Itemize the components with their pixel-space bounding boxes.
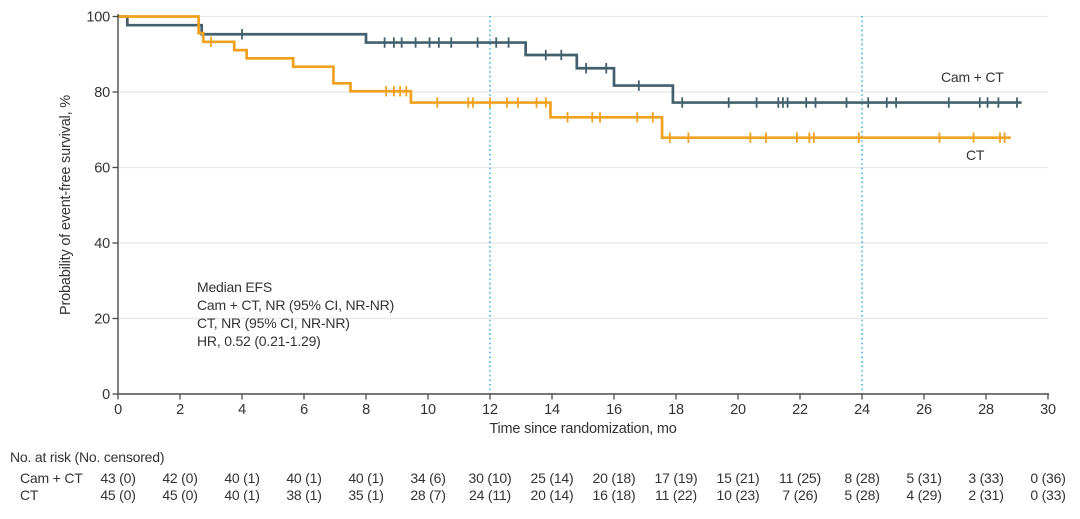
annotation-line-hr: HR, 0.52 (0.21-1.29) (197, 333, 321, 349)
series-label-ct: CT (966, 147, 985, 163)
median-efs-annotation: Median EFS Cam + CT, NR (95% CI, NR-NR) … (197, 278, 394, 350)
risk-row-label-cam-ct: Cam + CT (20, 470, 83, 486)
risk-row-label-ct: CT (20, 487, 39, 503)
risk-cell: 8 (28) (844, 470, 880, 486)
risk-cell: 10 (23) (716, 487, 760, 503)
x-tick-label: 26 (916, 402, 932, 418)
risk-cell: 38 (1) (286, 487, 322, 503)
risk-cell: 34 (6) (410, 470, 446, 486)
risk-cell: 0 (33) (1030, 487, 1066, 503)
risk-cell: 30 (10) (468, 470, 512, 486)
risk-cell: 40 (1) (224, 487, 260, 503)
x-tick-label: 2 (176, 402, 184, 418)
risk-cell: 0 (36) (1030, 470, 1066, 486)
x-tick-label: 10 (420, 402, 436, 418)
risk-cell: 35 (1) (348, 487, 384, 503)
series-curve-cam-ct (118, 15, 1022, 104)
y-tick-label: 40 (94, 236, 110, 252)
risk-cell: 2 (31) (968, 487, 1004, 503)
x-tick-label: 6 (300, 402, 308, 418)
x-tick-label: 12 (482, 402, 498, 418)
y-tick-label: 100 (86, 10, 110, 26)
risk-cell: 45 (0) (162, 487, 198, 503)
x-tick-label: 8 (362, 402, 370, 418)
series-label-cam-ct: Cam + CT (941, 69, 1004, 85)
y-tick-label: 0 (102, 387, 110, 403)
risk-cell: 45 (0) (100, 487, 136, 503)
risk-cell: 40 (1) (286, 470, 322, 486)
risk-cell: 3 (33) (968, 470, 1004, 486)
risk-cell: 24 (11) (469, 487, 511, 503)
y-tick-label: 80 (94, 85, 110, 101)
risk-cell: 20 (14) (530, 487, 574, 503)
x-tick-label: 16 (606, 402, 622, 418)
risk-cell: 42 (0) (162, 470, 198, 486)
x-tick-label: 4 (238, 402, 246, 418)
y-axis-title: Probability of event-free survival, % (58, 95, 74, 315)
risk-cell: 40 (1) (224, 470, 260, 486)
x-tick-label: 0 (114, 402, 122, 418)
risk-cell: 40 (1) (348, 470, 384, 486)
x-tick-label: 18 (668, 402, 684, 418)
risk-cell: 43 (0) (100, 470, 136, 486)
x-tick-label: 20 (730, 402, 746, 418)
risk-cell: 28 (7) (410, 487, 446, 503)
series-curve-ct (118, 15, 1011, 140)
risk-cell: 11 (25) (779, 470, 821, 486)
risk-table-header: No. at risk (No. censored) (10, 449, 165, 465)
risk-cell: 11 (22) (655, 487, 697, 503)
risk-cell: 4 (29) (906, 487, 942, 503)
risk-cell: 25 (14) (530, 470, 574, 486)
x-tick-label: 24 (854, 402, 870, 418)
annotation-line-ct: CT, NR (95% CI, NR-NR) (197, 315, 350, 331)
x-axis-title: Time since randomization, mo (489, 421, 677, 437)
y-tick-label: 20 (94, 312, 110, 328)
x-tick-label: 30 (1040, 402, 1056, 418)
x-tick-label: 28 (978, 402, 994, 418)
risk-cell: 5 (31) (906, 470, 942, 486)
risk-cell: 7 (26) (782, 487, 818, 503)
y-tick-label: 60 (94, 161, 110, 177)
risk-cell: 5 (28) (844, 487, 880, 503)
annotation-line-cam-ct: Cam + CT, NR (95% CI, NR-NR) (197, 297, 395, 313)
risk-cell: 16 (18) (592, 487, 636, 503)
risk-cell: 17 (19) (654, 470, 698, 486)
x-tick-label: 14 (544, 402, 560, 418)
risk-cell: 15 (21) (716, 470, 760, 486)
risk-cell: 20 (18) (592, 470, 636, 486)
annotation-line-title: Median EFS (197, 279, 273, 295)
x-tick-label: 22 (792, 402, 808, 418)
